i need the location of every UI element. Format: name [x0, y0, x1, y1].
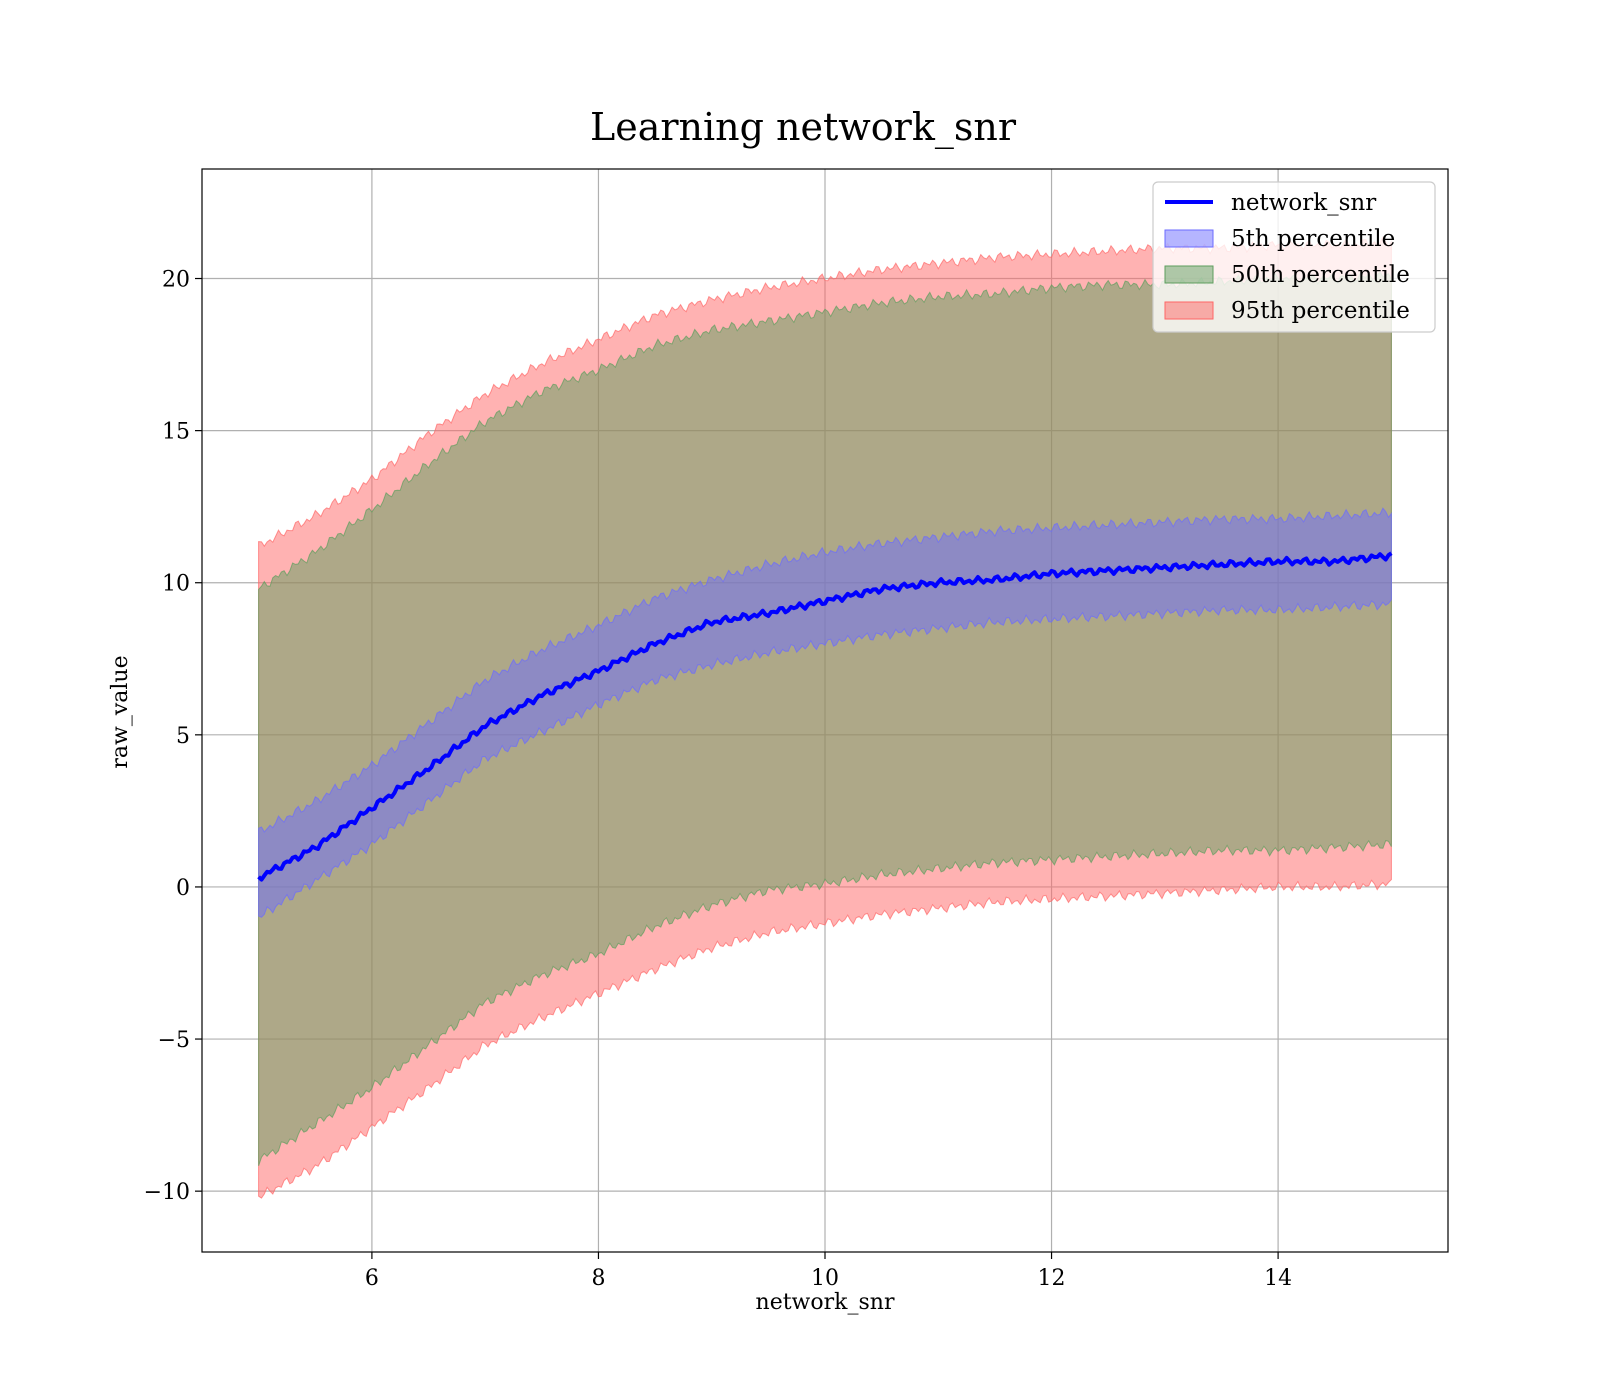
y-tick-label: −5 — [158, 1028, 190, 1053]
y-axis-ticks: −10 −5 0 5 10 15 20 — [144, 268, 202, 1205]
legend-box — [1152, 181, 1436, 333]
legend-swatch-patch — [1164, 301, 1214, 320]
y-tick-label: 5 — [176, 724, 190, 749]
band-layer — [258, 236, 1392, 1199]
legend: network_snr 5th percentile 50th percentile… — [1152, 181, 1436, 333]
x-axis-ticks: 6 8 10 12 14 — [365, 1252, 1292, 1291]
band-5th-percentile — [258, 507, 1392, 918]
legend-entry-label: 50th percentile — [1231, 262, 1410, 288]
line-layer — [257, 551, 1393, 882]
legend-swatch-patch — [1164, 229, 1214, 248]
y-axis-label: raw_value — [108, 655, 133, 768]
y-tick-label: 0 — [176, 876, 190, 901]
legend-entry-label: network_snr — [1231, 190, 1376, 216]
band-50th-percentile — [258, 271, 1392, 1166]
y-tick-label: 10 — [162, 572, 190, 597]
x-tick-label: 6 — [365, 1266, 379, 1291]
x-tick-label: 8 — [591, 1266, 605, 1291]
x-tick-label: 14 — [1264, 1266, 1292, 1291]
x-tick-label: 10 — [811, 1266, 839, 1291]
x-axis-label: network_snr — [756, 1290, 895, 1315]
chart-title: Learning network_snr — [590, 105, 1017, 150]
y-tick-label: −10 — [144, 1180, 190, 1205]
y-tick-label: 20 — [162, 268, 190, 293]
y-tick-label: 15 — [162, 420, 190, 445]
legend-swatch-patch — [1164, 265, 1214, 284]
legend-entry-label: 5th percentile — [1231, 226, 1395, 252]
legend-entry-label: 95th percentile — [1231, 298, 1410, 324]
x-tick-label: 12 — [1038, 1266, 1066, 1291]
series-line-network-snr — [257, 551, 1393, 882]
